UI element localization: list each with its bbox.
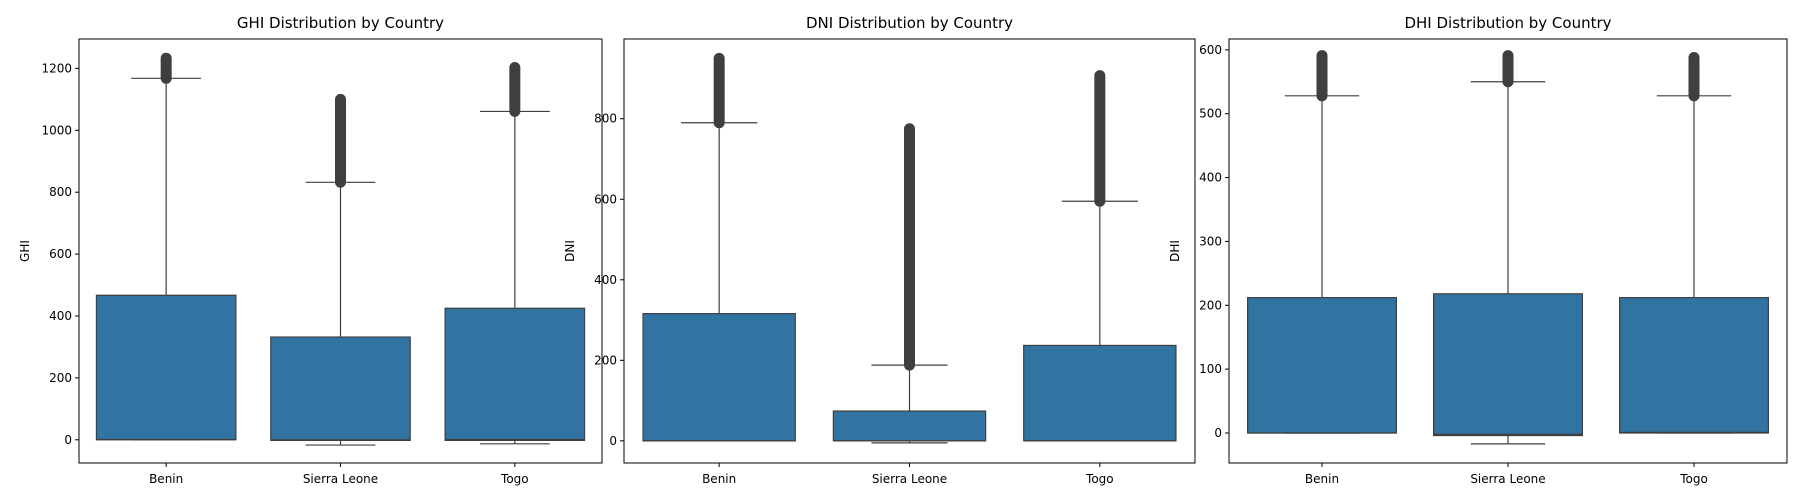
panel-2-x-tick-label: Sierra Leone xyxy=(872,472,947,486)
panel-1-box-1 xyxy=(270,93,411,446)
panel-2-y-tick-label: 400 xyxy=(594,273,617,287)
panel-1-x-tick-label: Benin xyxy=(149,472,183,486)
panel-3-box-body-2 xyxy=(1618,297,1769,434)
panel-1: GHI Distribution by Country GHI 0 200 400 600… xyxy=(18,14,603,486)
panel-3-box-body-1 xyxy=(1432,293,1583,437)
panel-3-box-2 xyxy=(1618,52,1769,434)
panel-1-y-tick-label: 1000 xyxy=(41,123,72,137)
panel-3-y-tick-label: 600 xyxy=(1199,43,1222,57)
panel-3-x-tick-label: Sierra Leone xyxy=(1470,472,1545,486)
panel-2-x-tick-label: Benin xyxy=(702,472,736,486)
panel-2: DNI Distribution by Country DNI 0 200 400 600… xyxy=(563,14,1196,486)
panel-1-box-0 xyxy=(95,52,237,441)
panel-2-y-tick-label: 800 xyxy=(594,112,617,126)
panel-2-box-body-1 xyxy=(832,410,987,442)
panel-3-box-1 xyxy=(1432,50,1583,445)
panel-1-y-tick-label: 0 xyxy=(64,433,72,447)
panel-1-x-tick-label: Sierra Leone xyxy=(303,472,378,486)
panel-2-box-1 xyxy=(832,123,987,444)
panel-1-y-tick-label: 600 xyxy=(49,247,72,261)
panel-2-axes-frame xyxy=(623,38,1196,464)
panel-3-y-tick-label: 400 xyxy=(1199,171,1222,185)
panel-2-title: DNI Distribution by Country xyxy=(806,14,1013,32)
panel-1-y-tick-label: 400 xyxy=(49,309,72,323)
panel-1-title: GHI Distribution by Country xyxy=(237,14,444,32)
panel-1-y-tick-label: 1200 xyxy=(41,61,72,75)
panel-1-box-body-1 xyxy=(270,336,411,442)
panel-3-x-tick-label: Benin xyxy=(1305,472,1339,486)
panel-1-box-body-2 xyxy=(444,307,586,442)
panel-2-y-axis-label: DNI xyxy=(563,240,577,262)
panel-3-box-0 xyxy=(1246,50,1397,434)
panel-3-title: DHI Distribution by Country xyxy=(1404,14,1611,32)
panel-2-box-body-2 xyxy=(1023,344,1177,442)
panel-2-box-2 xyxy=(1023,70,1177,442)
panel-2-box-0 xyxy=(642,52,796,442)
panel-1-y-axis-label: GHI xyxy=(18,240,32,262)
panel-1-axes-frame xyxy=(78,38,603,464)
panel-1-y-tick-label: 200 xyxy=(49,371,72,385)
panel-1-box-body-0 xyxy=(95,294,237,441)
panel-2-y-tick-label: 0 xyxy=(609,434,617,448)
panel-3-y-tick-label: 100 xyxy=(1199,362,1222,376)
panel-3-y-tick-label: 0 xyxy=(1214,426,1222,440)
panel-3: DHI Distribution by Country DHI 0 100 200 300… xyxy=(1168,14,1788,486)
panel-2-y-tick-label: 600 xyxy=(594,192,617,206)
panel-3-y-axis-label: DHI xyxy=(1168,240,1182,262)
panel-3-axes-frame xyxy=(1228,38,1788,464)
panel-3-y-tick-label: 300 xyxy=(1199,234,1222,248)
panel-2-y-tick-label: 200 xyxy=(594,353,617,367)
panel-3-y-tick-label: 200 xyxy=(1199,298,1222,312)
panel-2-box-body-0 xyxy=(642,313,796,442)
panel-1-box-2 xyxy=(444,61,586,445)
panel-1-x-tick-label: Togo xyxy=(500,472,529,486)
panel-3-box-body-0 xyxy=(1246,297,1397,434)
panel-3-x-tick-label: Togo xyxy=(1679,472,1708,486)
panel-2-x-tick-label: Togo xyxy=(1085,472,1114,486)
panel-1-y-tick-label: 800 xyxy=(49,185,72,199)
panel-3-y-tick-label: 500 xyxy=(1199,107,1222,121)
